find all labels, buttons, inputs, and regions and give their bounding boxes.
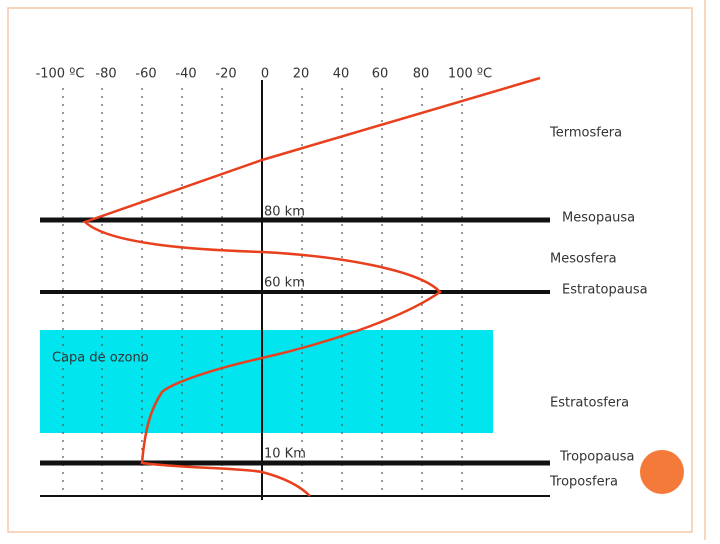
layer-label: Mesopausa: [562, 211, 635, 226]
temperature-label: -40: [175, 67, 196, 82]
slide-frame: [7, 7, 693, 533]
temperature-label: -100 ºC: [36, 67, 85, 82]
temperature-label: -60: [135, 67, 156, 82]
temperature-label: -20: [215, 67, 236, 82]
temperature-label: 20: [293, 67, 310, 82]
temperature-label: 60: [372, 67, 389, 82]
layer-label: Estratosfera: [550, 396, 629, 411]
altitude-label: 10 Km: [264, 447, 306, 462]
layer-label: Termosfera: [549, 126, 622, 141]
layer-label: Troposfera: [549, 475, 618, 490]
temperature-label: 40: [333, 67, 350, 82]
temperature-label: 100 ºC: [448, 67, 492, 82]
decor-circle: [640, 450, 684, 494]
altitude-label: 80 km: [264, 205, 305, 220]
ozone-label: Capa de ozono: [52, 351, 149, 366]
temperature-label: 0: [261, 67, 269, 82]
ozone-band: [40, 330, 493, 433]
temperature-label: -80: [95, 67, 116, 82]
temperature-label: 80: [413, 67, 430, 82]
altitude-label: 60 km: [264, 276, 305, 291]
layer-label: Tropopausa: [559, 450, 634, 465]
temperature-curve: [82, 76, 541, 497]
layer-label: Estratopausa: [562, 283, 648, 298]
layer-label: Mesosfera: [550, 252, 617, 267]
